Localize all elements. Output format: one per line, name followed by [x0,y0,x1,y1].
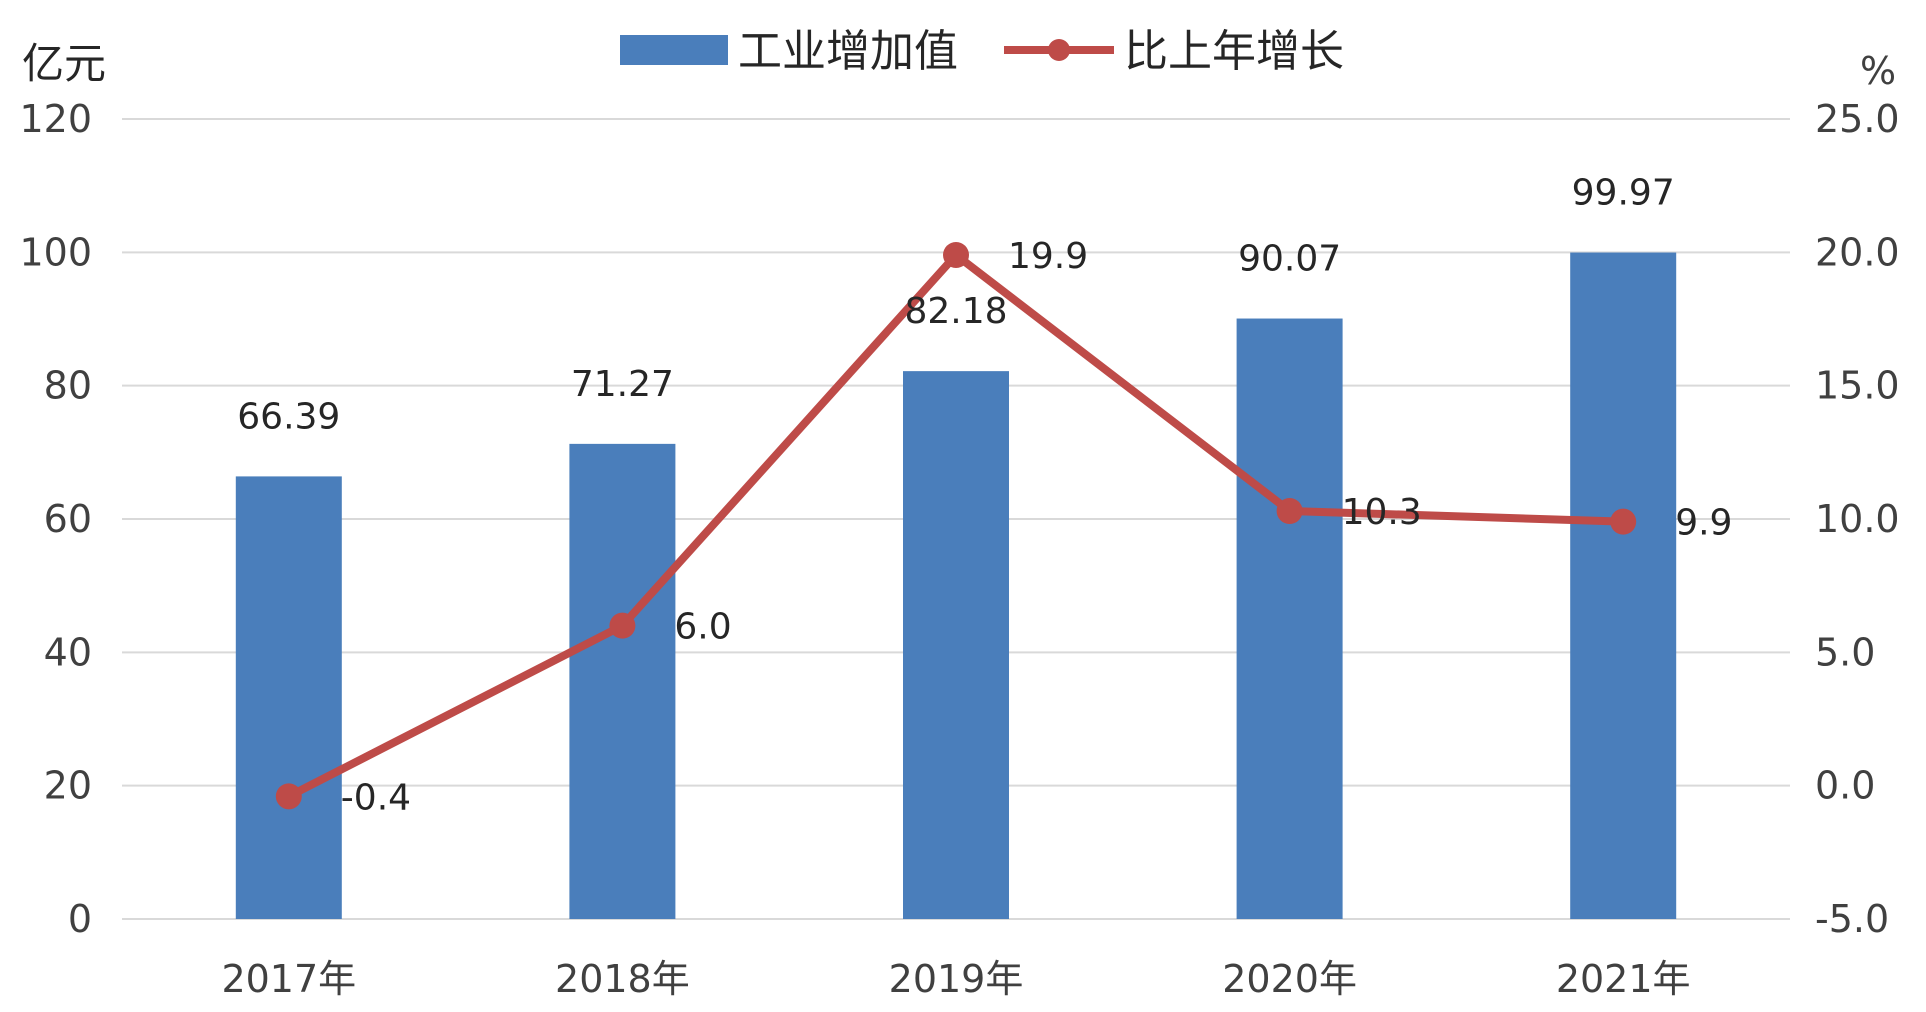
line-point [609,612,636,639]
bar [903,371,1009,920]
right-axis-tick-label: 20.0 [1815,230,1900,274]
data-labels: 66.39 71.27 82.18 90.07 99.97 -0.4 6.0 19.9 10.3… [237,173,1732,819]
left-axis-tick-label: 120 [19,97,92,141]
bar-series [235,252,1677,920]
left-axis-tick-label: 20 [44,764,92,808]
legend-bar-label: 工业增加值 [738,26,958,77]
bar [569,443,676,919]
x-axis-tick-label: 2019年 [889,957,1024,1001]
bar-value-label: 90.07 [1238,239,1341,280]
left-axis-tick-label: 0 [68,897,92,941]
line-point [1610,508,1637,535]
bar-value-label: 71.27 [571,364,674,405]
left-axis-tick-label: 100 [19,230,92,274]
left-axis-tick-label: 80 [44,364,92,408]
right-axis-unit: % [1860,49,1896,93]
x-axis-tick-label: 2021年 [1556,957,1691,1001]
bar [235,476,342,919]
axes: 亿元 % 0 20 40 60 80 100 120 -5.0 0.0 5.0 10.0 15.0 20… [19,39,1899,1001]
x-axis-tick-label: 2017年 [221,957,356,1001]
line-value-label: 19.9 [1008,236,1088,277]
bar [1570,252,1677,920]
right-axis-tick-label: 5.0 [1815,630,1875,674]
bar [1236,318,1343,919]
legend-line-label: 比上年增长 [1124,26,1344,77]
line-value-label: 10.3 [1342,492,1422,533]
right-axis-tick-label: 25.0 [1815,97,1900,141]
left-axis-tick-label: 40 [44,630,92,674]
bar-value-label: 66.39 [237,396,340,437]
left-axis-unit: 亿元 [22,39,106,88]
legend: 工业增加值 比上年增长 [620,26,1344,77]
bar-value-label: 99.97 [1572,173,1675,214]
legend-bar-swatch [620,35,728,65]
x-axis-tick-label: 2018年 [555,957,690,1001]
right-axis-tick-label: -5.0 [1815,897,1889,941]
line-value-label: 9.9 [1675,503,1732,544]
right-axis-tick-label: 10.0 [1815,497,1900,541]
line-value-label: -0.4 [341,777,411,818]
line-point [943,242,969,268]
left-axis-tick-label: 60 [44,497,92,541]
line-point [1276,498,1303,524]
right-axis-tick-label: 15.0 [1815,364,1900,408]
right-axis-tick-label: 0.0 [1815,764,1875,808]
bar-value-label: 82.18 [904,291,1007,332]
line-value-label: 6.0 [674,607,731,648]
legend-line-marker [1048,39,1070,61]
x-axis-tick-label: 2020年 [1222,957,1357,1001]
line-series [275,242,1637,810]
line-point [275,783,302,810]
